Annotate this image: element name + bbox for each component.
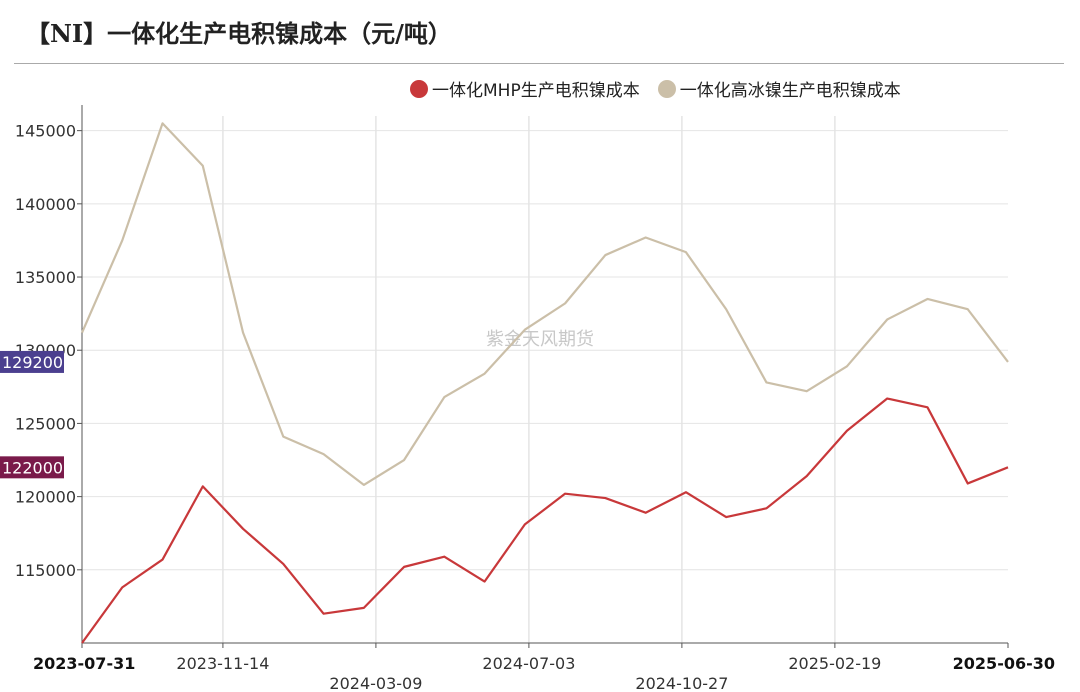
x-tick-label: 2024-07-03 bbox=[482, 654, 575, 673]
y-tick-label: 140000 bbox=[15, 195, 76, 214]
legend-label-matte: 一体化高冰镍生产电积镍成本 bbox=[679, 81, 901, 101]
end-value-label-matte: 129200 bbox=[2, 353, 63, 372]
y-tick-label: 115000 bbox=[15, 561, 76, 580]
y-tick-label: 125000 bbox=[15, 414, 76, 433]
y-tick-label: 135000 bbox=[15, 268, 76, 287]
y-tick-label: 120000 bbox=[15, 488, 76, 507]
legend: 一体化MHP生产电积镍成本 一体化高冰镍生产电积镍成本 bbox=[410, 76, 919, 101]
end-value-badge-mhp bbox=[0, 456, 64, 479]
title-divider bbox=[14, 63, 1064, 64]
x-tick-label: 2025-06-30 bbox=[953, 654, 1055, 673]
y-tick-label: 145000 bbox=[15, 122, 76, 141]
chart-title: 【NI】一体化生产电积镍成本（元/吨） bbox=[26, 19, 452, 48]
x-tick-label: 2023-11-14 bbox=[176, 654, 269, 673]
series-line-mhp bbox=[81, 397, 1009, 644]
legend-marker-matte bbox=[657, 79, 676, 98]
x-tick-label: 2024-10-27 bbox=[635, 674, 728, 692]
series-line-matte bbox=[80, 122, 1009, 486]
legend-label-mhp: 一体化MHP生产电积镍成本 bbox=[432, 81, 640, 101]
legend-item-mhp[interactable]: 一体化MHP生产电积镍成本 bbox=[410, 76, 640, 101]
x-tick-label: 2025-02-19 bbox=[788, 654, 881, 673]
end-value-badge-matte bbox=[0, 350, 64, 373]
end-value-label-mhp: 122000 bbox=[2, 458, 63, 477]
tick-labels: 1150001200001250001300001350001400001450… bbox=[0, 122, 1055, 692]
legend-item-matte[interactable]: 一体化高冰镍生产电积镍成本 bbox=[657, 76, 901, 101]
series bbox=[80, 122, 1009, 644]
axes bbox=[77, 105, 1009, 648]
grid bbox=[82, 116, 1008, 643]
x-tick-label: 2023-07-31 bbox=[33, 654, 135, 673]
watermark: 紫金天风期货 bbox=[486, 329, 594, 350]
x-tick-label: 2024-03-09 bbox=[329, 674, 422, 692]
legend-marker-mhp bbox=[410, 79, 428, 98]
